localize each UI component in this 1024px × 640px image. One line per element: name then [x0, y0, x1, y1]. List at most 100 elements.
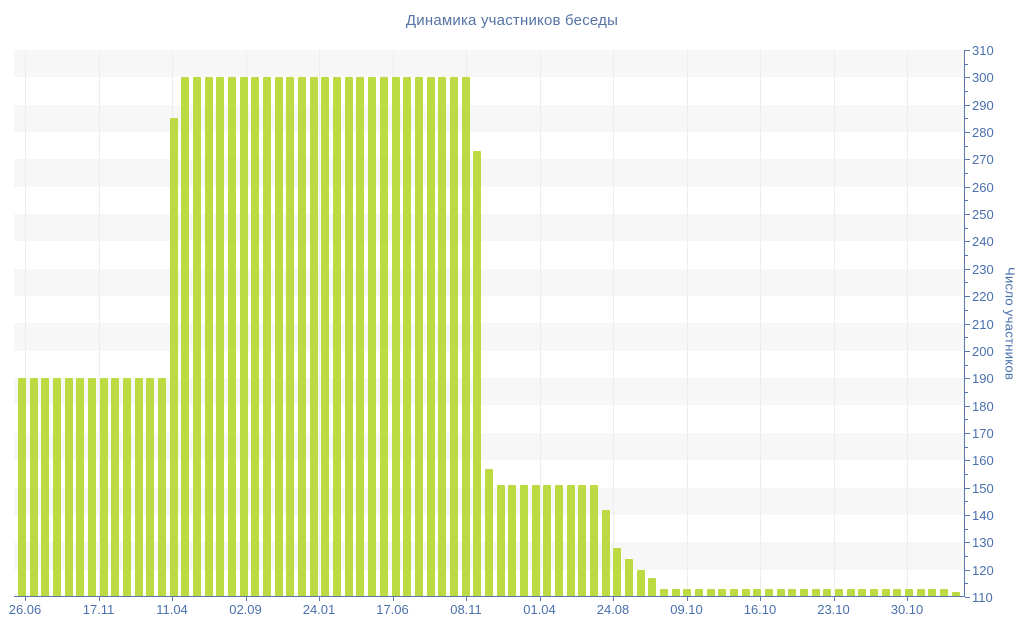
y-axis-minor-tick [965, 583, 968, 585]
bar [368, 77, 377, 597]
bar [134, 378, 143, 597]
bar [951, 591, 960, 597]
y-axis-minor-tick [965, 419, 968, 421]
y-axis-major-tick [965, 186, 970, 188]
y-axis-tick-label: 270 [972, 152, 994, 168]
bar [309, 77, 318, 597]
y-axis-major-tick [965, 323, 970, 325]
y-axis-tick-label: 160 [972, 453, 994, 469]
bar [694, 588, 703, 597]
chart-title: Динамика участников беседы [405, 12, 619, 29]
bar [624, 558, 633, 597]
bar [111, 378, 120, 597]
y-axis-major-tick [965, 460, 970, 462]
y-axis-minor-tick [965, 528, 968, 530]
x-axis-tick-label: 16.10 [743, 602, 777, 617]
bar [496, 484, 505, 597]
bar [18, 378, 26, 597]
bar [648, 577, 657, 597]
y-axis-major-tick [965, 159, 970, 161]
x-axis-tick [539, 597, 541, 601]
x-axis-tick-label: 08.11 [450, 602, 482, 617]
y-axis-minor-tick [965, 446, 968, 448]
bar [169, 118, 178, 597]
y-axis-tick-label: 260 [972, 179, 994, 195]
y-axis-minor-tick [965, 118, 968, 120]
bar [706, 588, 715, 597]
vertical-gridline [98, 50, 100, 597]
y-axis-title: Число участников [1002, 266, 1018, 381]
bar [893, 588, 902, 597]
bar [753, 588, 762, 597]
y-axis-tick-label: 120 [972, 562, 994, 578]
bar [788, 588, 797, 597]
bar [508, 484, 517, 597]
bar [64, 378, 73, 597]
bar [461, 77, 470, 597]
bar [251, 77, 260, 597]
y-axis-major-tick [965, 542, 970, 544]
y-axis-minor-tick [965, 145, 968, 147]
y-axis-tick-label: 190 [972, 371, 994, 387]
y-axis-major-tick [965, 214, 970, 216]
x-axis-tick-label: 26.06 [8, 602, 42, 617]
y-axis-major-tick [965, 104, 970, 106]
y-axis-tick-label: 150 [972, 480, 994, 496]
bar [76, 378, 85, 597]
bar [765, 588, 773, 597]
y-axis-tick-label: 280 [972, 125, 994, 141]
vertical-gridline [907, 50, 908, 597]
y-axis-major-tick [965, 132, 970, 134]
bar [543, 484, 552, 597]
bar [146, 378, 155, 597]
bar [729, 588, 738, 597]
y-axis-tick-label: 290 [972, 97, 994, 113]
y-axis-tick-label: 240 [972, 234, 994, 250]
bar [403, 77, 412, 597]
bar [940, 588, 949, 597]
x-axis-tick-label: 24.08 [596, 602, 630, 617]
bar [636, 569, 645, 597]
bar [216, 77, 225, 597]
vertical-gridline [319, 50, 320, 597]
bar [263, 77, 272, 597]
x-axis-tick [98, 597, 100, 601]
x-axis-tick [613, 597, 614, 601]
vertical-gridline [613, 50, 614, 597]
y-axis-major-tick [965, 514, 970, 516]
bar [391, 77, 400, 597]
y-axis-minor-tick [965, 391, 968, 393]
y-axis-minor-tick [965, 282, 968, 284]
bar [519, 484, 528, 597]
x-axis-tick [760, 597, 761, 601]
bar [274, 77, 283, 597]
y-axis-major-tick [965, 268, 970, 270]
bar [228, 77, 237, 597]
bar [41, 378, 50, 597]
y-axis-minor-tick [965, 200, 968, 202]
x-axis-tick-label: 23.10 [817, 602, 850, 617]
vertical-gridline [833, 50, 835, 597]
bar [578, 484, 587, 597]
y-axis-tick-label: 140 [972, 507, 994, 523]
bar [566, 484, 575, 597]
y-axis-tick-label: 210 [972, 316, 994, 332]
y-axis-minor-tick [965, 227, 968, 229]
bar [286, 77, 295, 597]
y-axis-major-tick [965, 50, 970, 51]
bar [671, 588, 680, 597]
y-axis-major-tick [965, 378, 970, 380]
x-axis-tick [392, 597, 394, 601]
x-axis-tick [466, 597, 467, 601]
bar [659, 588, 668, 597]
bar [414, 77, 423, 597]
y-axis-major-tick [965, 487, 970, 489]
bar [88, 378, 97, 597]
y-axis-minor-tick [965, 63, 968, 65]
bar [426, 77, 435, 597]
x-axis-tick-label: 17.06 [376, 602, 409, 617]
bar [846, 588, 855, 597]
x-axis-tick [907, 597, 908, 601]
x-axis-tick [25, 597, 26, 601]
